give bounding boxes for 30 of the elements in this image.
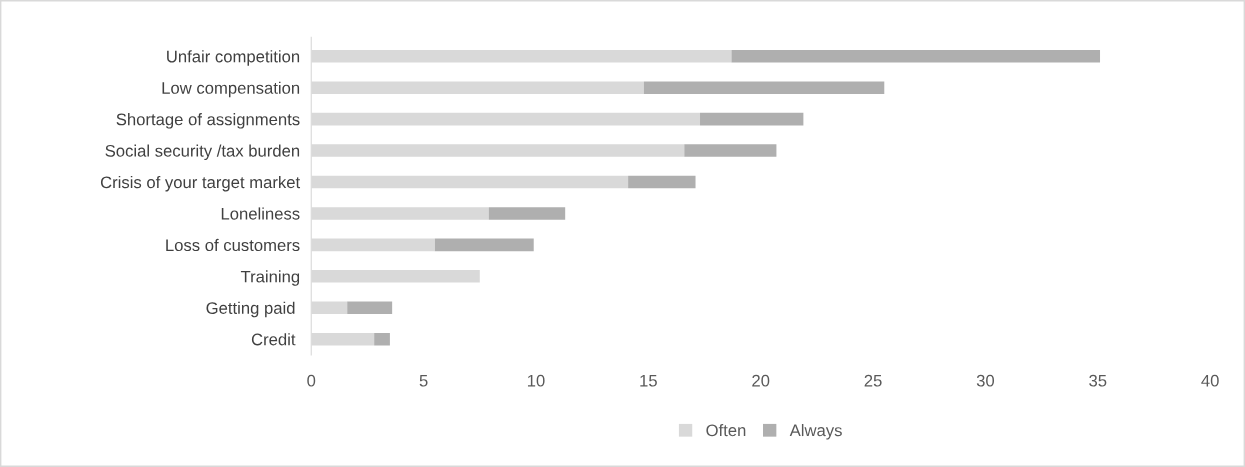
y-tick-label: Credit (251, 333, 296, 346)
bar (731, 49, 1101, 63)
bar (434, 238, 534, 252)
y-tick-label: Getting paid (206, 301, 295, 318)
x-tick-label: 40 (1201, 374, 1219, 387)
x-tick-label: 5 (419, 374, 428, 387)
y-tick-label: Unfair competition (167, 50, 300, 66)
y-tick-label: Loneliness (221, 207, 300, 220)
bar (643, 81, 885, 94)
y-tick-label: Social security /tax burden (105, 144, 300, 161)
bar (374, 332, 390, 346)
y-tick-label: Shortage of assignments (116, 113, 300, 129)
x-tick-label: 0 (307, 374, 316, 387)
x-tick-label: 35 (1089, 374, 1107, 387)
x-tick-label: 15 (640, 374, 657, 387)
bar (347, 301, 393, 315)
legend-label: Often (706, 424, 746, 437)
x-tick-label: 10 (527, 374, 545, 387)
y-tick-label: Low compensation (162, 81, 300, 98)
y-tick-label: Loss of customers (166, 238, 300, 252)
y-tick-label: Crisis of your target market (100, 175, 301, 192)
bar (700, 112, 804, 126)
x-tick-label: 20 (752, 374, 770, 387)
bar (684, 144, 777, 157)
x-tick-label: 25 (864, 374, 882, 387)
bar (628, 175, 696, 189)
legend-label: Always (789, 423, 842, 440)
x-tick-label: 30 (976, 374, 995, 387)
bar (488, 207, 566, 220)
y-tick-label: Training (240, 270, 300, 286)
